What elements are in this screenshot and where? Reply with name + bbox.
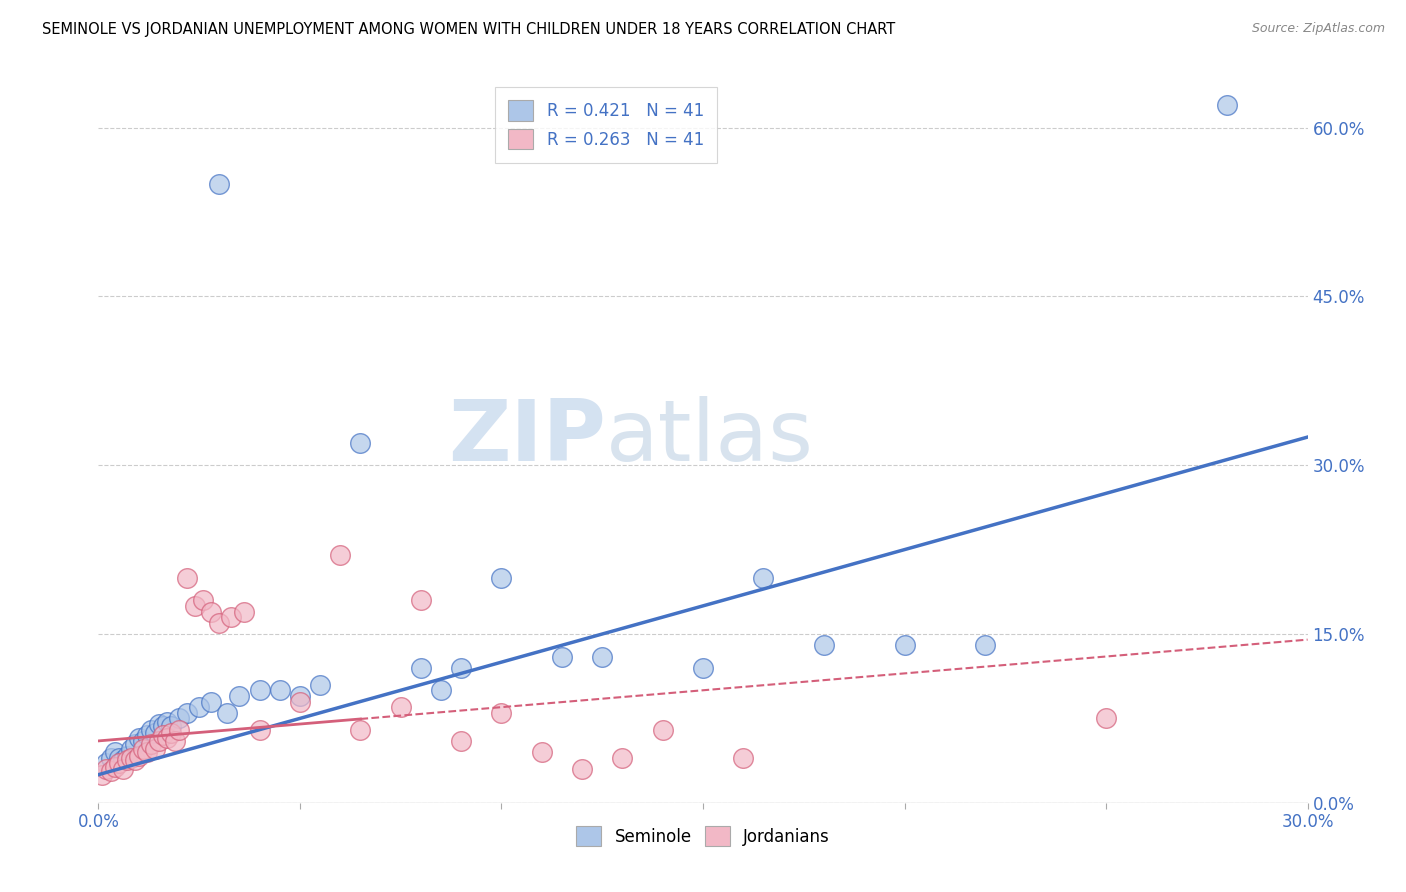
Point — [120, 741, 142, 756]
Point — [530, 745, 553, 759]
Point — [450, 661, 472, 675]
Point — [143, 741, 166, 756]
Point — [200, 605, 222, 619]
Point — [107, 756, 129, 771]
Point — [571, 762, 593, 776]
Point — [591, 649, 613, 664]
Point — [128, 748, 150, 763]
Point — [1095, 711, 1118, 725]
Point — [111, 753, 134, 767]
Point — [1216, 98, 1239, 112]
Point — [551, 649, 574, 664]
Point — [160, 726, 183, 740]
Point — [217, 706, 239, 720]
Point — [974, 638, 997, 652]
Point — [160, 719, 183, 733]
Point — [200, 694, 222, 708]
Text: SEMINOLE VS JORDANIAN UNEMPLOYMENT AMONG WOMEN WITH CHILDREN UNDER 18 YEARS CORR: SEMINOLE VS JORDANIAN UNEMPLOYMENT AMONG… — [42, 22, 896, 37]
Point — [349, 435, 371, 450]
Point — [893, 638, 915, 652]
Point — [733, 751, 755, 765]
Point — [167, 711, 190, 725]
Point — [208, 615, 231, 630]
Point — [249, 723, 271, 737]
Point — [139, 737, 162, 751]
Point — [135, 745, 157, 759]
Point — [651, 723, 673, 737]
Point — [96, 756, 118, 771]
Point — [176, 706, 198, 720]
Point — [124, 737, 146, 751]
Point — [152, 719, 174, 733]
Legend: Seminole, Jordanians: Seminole, Jordanians — [569, 820, 837, 853]
Point — [139, 723, 162, 737]
Point — [103, 745, 125, 759]
Point — [389, 700, 412, 714]
Point — [96, 762, 118, 776]
Point — [349, 723, 371, 737]
Point — [269, 683, 291, 698]
Point — [176, 571, 198, 585]
Point — [107, 751, 129, 765]
Point — [163, 734, 186, 748]
Point — [91, 767, 114, 781]
Point — [135, 728, 157, 742]
Point — [111, 762, 134, 776]
Point — [228, 689, 250, 703]
Point — [103, 760, 125, 774]
Point — [491, 706, 513, 720]
Point — [221, 610, 243, 624]
Point — [152, 728, 174, 742]
Point — [450, 734, 472, 748]
Point — [752, 571, 775, 585]
Point — [309, 678, 332, 692]
Point — [115, 748, 138, 763]
Point — [329, 548, 352, 562]
Text: Source: ZipAtlas.com: Source: ZipAtlas.com — [1251, 22, 1385, 36]
Point — [409, 593, 432, 607]
Point — [167, 723, 190, 737]
Point — [124, 753, 146, 767]
Text: ZIP: ZIP — [449, 395, 606, 479]
Point — [288, 689, 311, 703]
Point — [692, 661, 714, 675]
Point — [249, 683, 271, 698]
Point — [156, 714, 179, 729]
Point — [208, 177, 231, 191]
Point — [430, 683, 453, 698]
Point — [115, 753, 138, 767]
Point — [288, 694, 311, 708]
Point — [232, 605, 254, 619]
Point — [193, 593, 215, 607]
Point — [120, 751, 142, 765]
Point — [188, 700, 211, 714]
Point — [148, 734, 170, 748]
Point — [100, 751, 122, 765]
Point — [148, 717, 170, 731]
Point — [128, 731, 150, 745]
Point — [100, 764, 122, 779]
Point — [409, 661, 432, 675]
Point — [156, 731, 179, 745]
Point — [132, 734, 155, 748]
Point — [813, 638, 835, 652]
Point — [132, 741, 155, 756]
Point — [612, 751, 634, 765]
Point — [491, 571, 513, 585]
Point — [143, 726, 166, 740]
Point — [184, 599, 207, 613]
Text: atlas: atlas — [606, 395, 814, 479]
